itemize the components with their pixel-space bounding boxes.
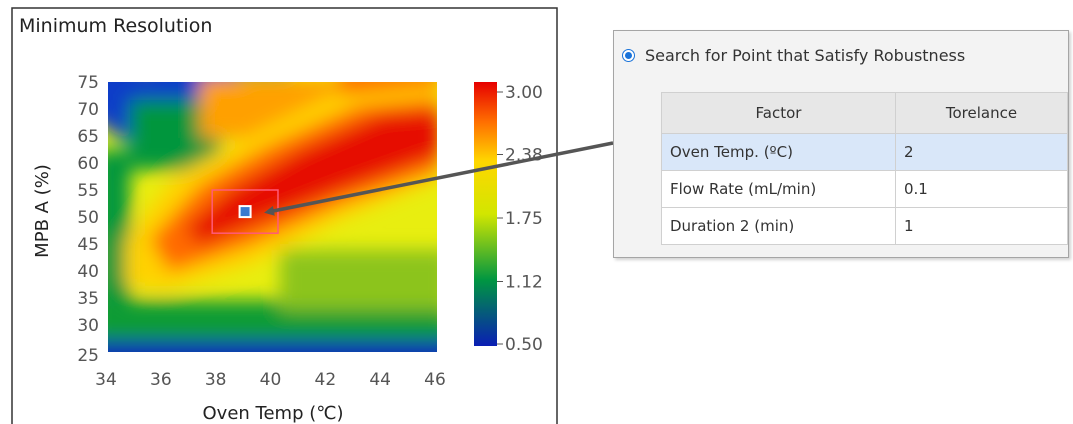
factor-cell[interactable]: Oven Temp. (ºC)	[661, 133, 896, 171]
x-axis-label: Oven Temp (℃)	[203, 403, 344, 424]
x-tick-label: 40	[260, 370, 282, 390]
robustness-option-label: Search for Point that Satisfy Robustness	[645, 45, 966, 65]
y-tick-label: 40	[77, 262, 99, 282]
radio-selected-icon	[625, 51, 632, 59]
x-tick-label: 34	[95, 370, 117, 390]
factor-cell[interactable]: Duration 2 (min)	[661, 207, 896, 245]
x-tick-label: 42	[315, 370, 337, 390]
tolerance-cell[interactable]: 0.1	[895, 170, 1068, 208]
radio-button[interactable]	[622, 48, 635, 62]
robustness-panel: Search for Point that Satisfy Robustness…	[613, 30, 1069, 258]
y-tick-label: 65	[77, 127, 99, 147]
y-tick-label: 25	[77, 346, 99, 366]
column-header-tolerance[interactable]: Torelance	[895, 92, 1068, 134]
table-row[interactable]: Duration 2 (min) 1	[661, 207, 1068, 245]
colorbar-tick-label: 0.50	[505, 335, 543, 355]
x-tick-label: 36	[150, 370, 172, 390]
colorbar-tick-label: 3.00	[505, 83, 543, 103]
tolerance-table: Factor Torelance Oven Temp. (ºC) 2 Flow …	[661, 92, 1068, 245]
y-tick-label: 55	[77, 181, 99, 201]
table-row[interactable]: Oven Temp. (ºC) 2	[661, 133, 1068, 171]
factor-cell[interactable]: Flow Rate (mL/min)	[661, 170, 896, 208]
colorbar	[474, 82, 497, 346]
x-tick-label: 38	[205, 370, 227, 390]
colorbar-tick-label: 2.38	[505, 145, 543, 165]
x-tick-labels: 34 36 38 40 42 44 46	[95, 370, 446, 390]
callout-arrow	[264, 141, 614, 216]
x-tick-label: 44	[369, 370, 391, 390]
y-tick-label: 30	[77, 316, 99, 336]
y-tick-labels: 25 30 35 40 45 50 55 60 65 70 75	[77, 73, 99, 366]
y-tick-label: 45	[77, 235, 99, 255]
y-tick-label: 60	[77, 154, 99, 174]
y-tick-label: 50	[77, 208, 99, 228]
column-header-factor[interactable]: Factor	[661, 92, 896, 134]
colorbar-tick-label: 1.12	[505, 273, 543, 293]
y-tick-label: 35	[77, 289, 99, 309]
colorbar-tick-label: 1.75	[505, 209, 543, 229]
x-tick-label: 46	[424, 370, 446, 390]
optimum-point-marker	[238, 205, 252, 219]
y-tick-label: 75	[77, 73, 99, 93]
robustness-option[interactable]: Search for Point that Satisfy Robustness	[622, 43, 965, 67]
table-row[interactable]: Flow Rate (mL/min) 0.1	[661, 170, 1068, 208]
tolerance-cell[interactable]: 1	[895, 207, 1068, 245]
y-tick-label: 70	[77, 100, 99, 120]
tolerance-cell[interactable]: 2	[895, 133, 1068, 171]
chart-title: Minimum Resolution	[19, 15, 212, 37]
colorbar-tick-labels: 3.00 2.38 1.75 1.12 0.50	[497, 83, 543, 355]
y-axis-label: MPB A (%)	[32, 164, 53, 258]
